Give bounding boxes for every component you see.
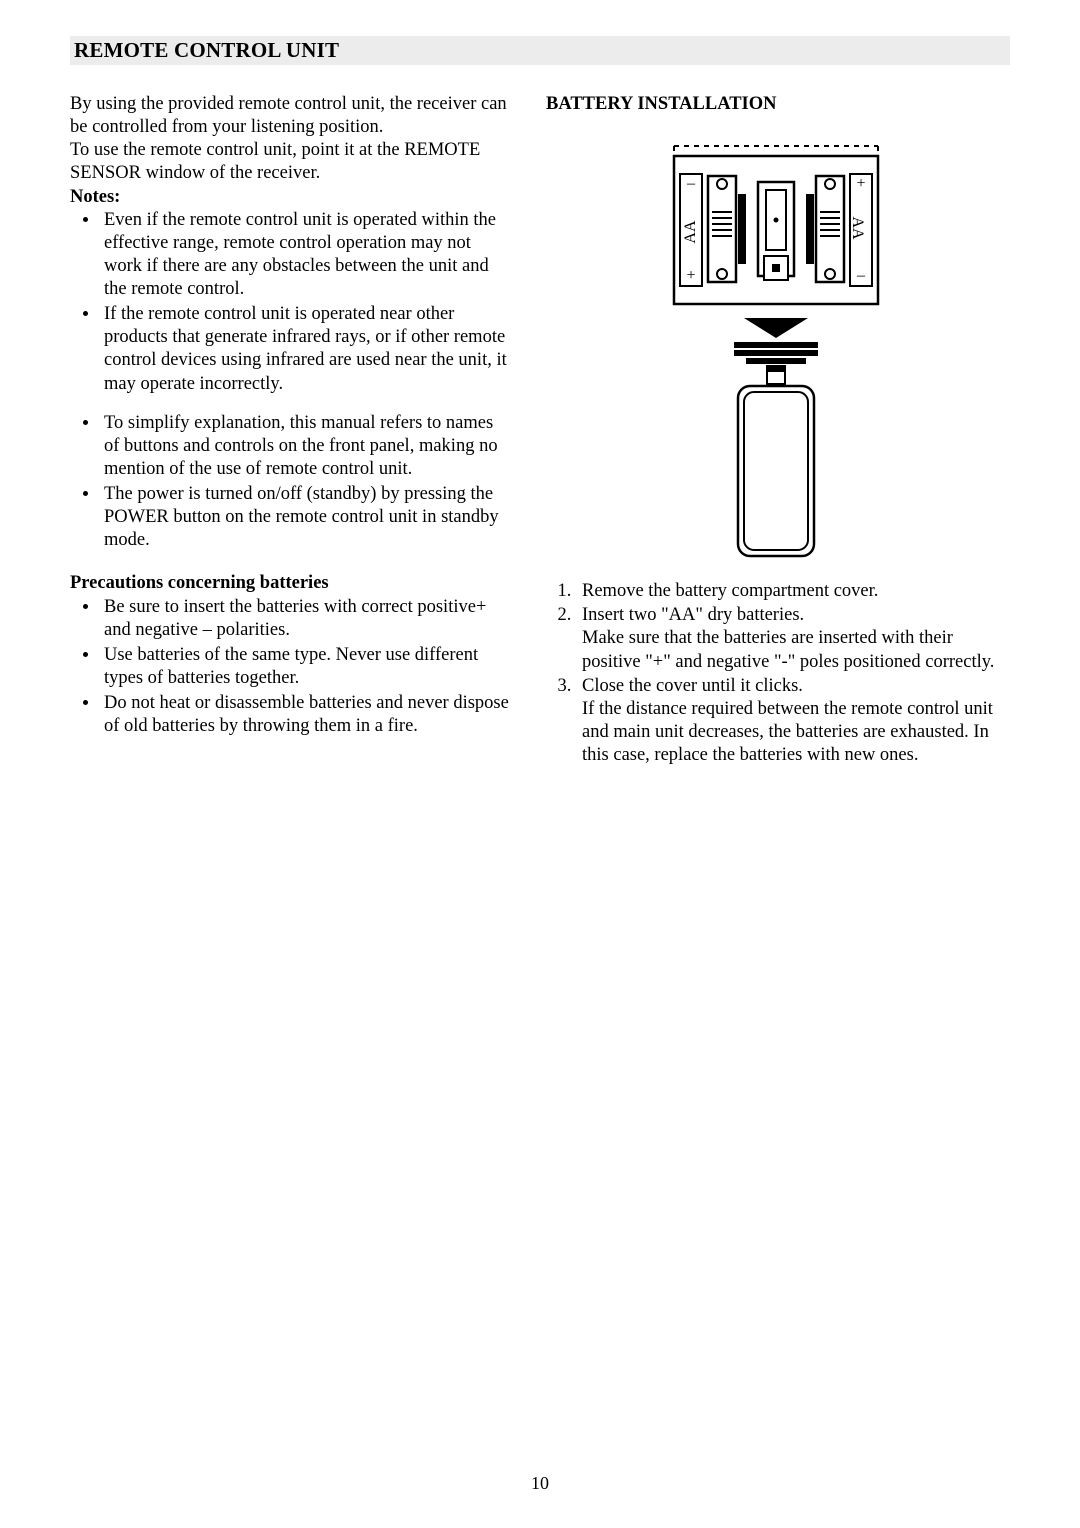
- precautions-heading: Precautions concerning batteries: [70, 572, 510, 595]
- plus-label: +: [856, 175, 865, 192]
- battery-diagram: – + AA + – AA: [546, 124, 1006, 564]
- section-heading: REMOTE CONTROL UNIT: [70, 36, 1010, 65]
- aa-label-right: AA: [849, 217, 866, 241]
- intro-paragraph-2: To use the remote control unit, point it…: [70, 139, 510, 185]
- cover-assembly-icon: [734, 318, 818, 384]
- step-item: Remove the battery compartment cover.: [576, 580, 1006, 603]
- precaution-item: Be sure to insert the batteries with cor…: [100, 596, 510, 642]
- precaution-item: Use batteries of the same type. Never us…: [100, 644, 510, 690]
- two-column-layout: By using the provided remote control uni…: [70, 93, 1010, 768]
- page-number: 10: [0, 1473, 1080, 1494]
- notes-list: Even if the remote control unit is opera…: [76, 209, 510, 553]
- notes-label: Notes:: [70, 186, 510, 209]
- battery-diagram-svg: – + AA + – AA: [626, 124, 926, 564]
- plus-label: +: [686, 267, 695, 284]
- right-column: BATTERY INSTALLATION – + AA: [546, 93, 1006, 768]
- minus-label: –: [686, 175, 696, 192]
- note-item: Even if the remote control unit is opera…: [100, 209, 510, 302]
- minus-label: –: [856, 267, 866, 284]
- left-column: By using the provided remote control uni…: [70, 93, 510, 768]
- battery-installation-heading: BATTERY INSTALLATION: [546, 93, 1006, 116]
- precautions-list: Be sure to insert the batteries with cor…: [76, 596, 510, 739]
- remote-body-icon: [738, 386, 814, 556]
- note-item: To simplify explanation, this manual ref…: [100, 412, 510, 481]
- aa-label-left: AA: [682, 220, 699, 244]
- installation-steps: Remove the battery compartment cover. In…: [546, 580, 1006, 767]
- step-item: Insert two "AA" dry batteries. Make sure…: [576, 604, 1006, 673]
- center-slot-icon: [758, 182, 794, 280]
- intro-paragraph-1: By using the provided remote control uni…: [70, 93, 510, 139]
- note-item: If the remote control unit is operated n…: [100, 303, 510, 396]
- precaution-item: Do not heat or disassemble batteries and…: [100, 692, 510, 738]
- step-item: Close the cover until it clicks. If the …: [576, 675, 1006, 768]
- note-item: The power is turned on/off (standby) by …: [100, 483, 510, 552]
